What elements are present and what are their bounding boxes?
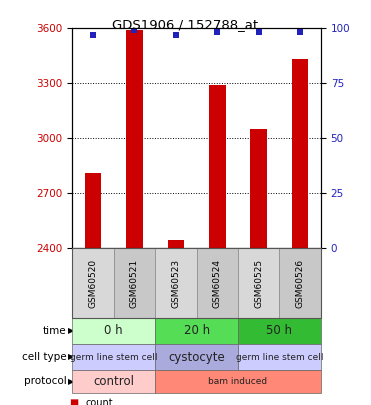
Bar — [209, 85, 226, 248]
Text: ▶: ▶ — [68, 326, 75, 335]
Text: ▶: ▶ — [68, 377, 75, 386]
Text: count: count — [85, 398, 113, 405]
Bar — [250, 129, 267, 248]
Text: germ line stem cell: germ line stem cell — [236, 352, 323, 362]
Text: GSM60523: GSM60523 — [171, 258, 180, 307]
Text: 50 h: 50 h — [266, 324, 292, 337]
Text: time: time — [43, 326, 67, 336]
Bar — [292, 59, 309, 248]
Text: germ line stem cell: germ line stem cell — [70, 352, 158, 362]
Bar — [85, 173, 101, 248]
Text: GDS1906 / 152788_at: GDS1906 / 152788_at — [112, 18, 259, 31]
Text: ▶: ▶ — [68, 352, 75, 362]
Text: protocol: protocol — [24, 377, 67, 386]
Text: bam induced: bam induced — [209, 377, 267, 386]
Text: control: control — [93, 375, 134, 388]
Text: GSM60525: GSM60525 — [254, 258, 263, 307]
Bar — [168, 240, 184, 248]
Bar — [126, 30, 143, 248]
Text: cystocyte: cystocyte — [168, 350, 225, 364]
Text: cell type: cell type — [22, 352, 67, 362]
Text: GSM60524: GSM60524 — [213, 258, 222, 307]
Text: 20 h: 20 h — [184, 324, 210, 337]
Text: 0 h: 0 h — [105, 324, 123, 337]
Text: GSM60520: GSM60520 — [89, 258, 98, 307]
Text: ■: ■ — [69, 398, 78, 405]
Text: GSM60526: GSM60526 — [296, 258, 305, 307]
Text: GSM60521: GSM60521 — [130, 258, 139, 307]
